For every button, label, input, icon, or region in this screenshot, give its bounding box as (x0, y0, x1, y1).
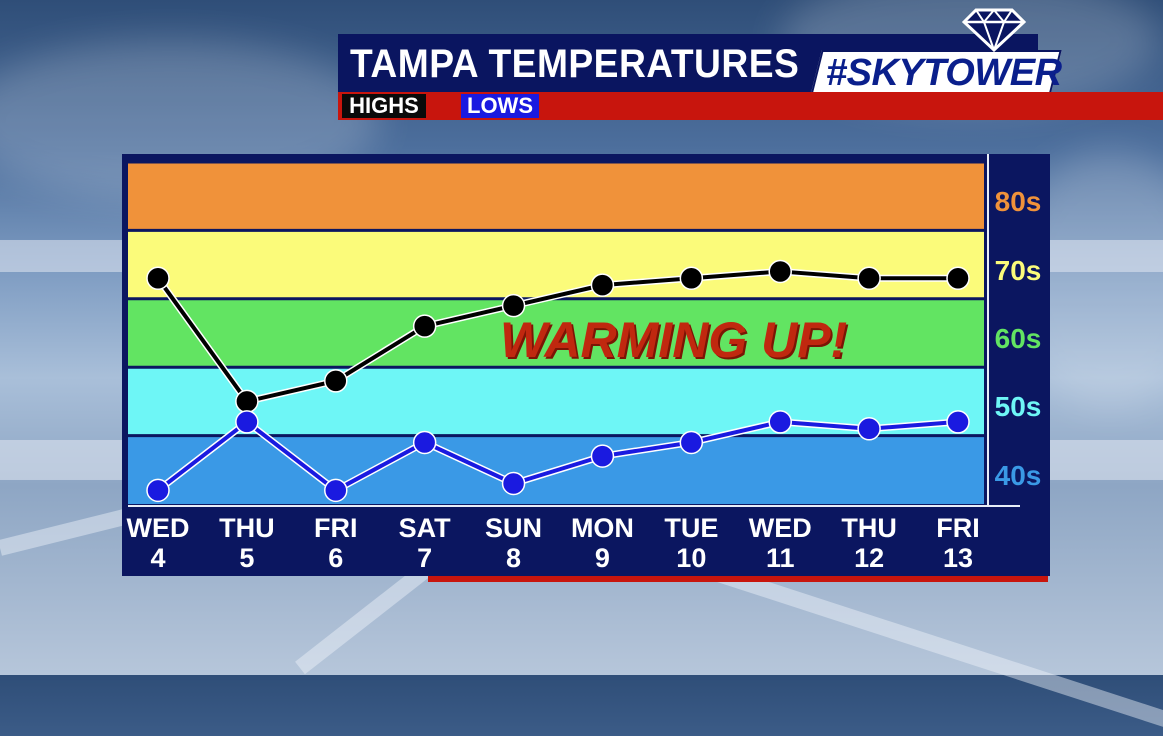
x-tick-date: 9 (594, 543, 610, 573)
highs-point (324, 369, 348, 393)
x-tick-day: SUN (485, 513, 543, 543)
x-tick-date: 13 (942, 543, 974, 573)
warming-up-annotation: WARMING UP! (500, 312, 848, 368)
background-stripe (697, 560, 1163, 736)
highs-point (146, 266, 170, 291)
diamond-logo-icon (961, 8, 1027, 52)
lows-point (768, 410, 792, 434)
x-tick-date: 7 (417, 543, 433, 573)
x-tick-date: 4 (150, 543, 166, 573)
highs-point (679, 266, 704, 291)
lows-point (946, 410, 970, 434)
highs-point (857, 266, 881, 291)
legend-highs: HIGHS (342, 94, 426, 118)
band-70s (128, 230, 984, 299)
x-tick-day: THU (841, 513, 897, 543)
x-tick-date: 5 (239, 543, 255, 573)
band-80s (128, 162, 984, 231)
lows-point (324, 478, 348, 503)
highs-point (412, 314, 437, 338)
band-label-50s: 50s (994, 391, 1042, 423)
legend-lows: LOWS (461, 94, 539, 118)
band-label-80s: 80s (994, 186, 1042, 218)
highs-point (590, 273, 615, 297)
highs-point (946, 266, 970, 291)
highs-point (235, 389, 259, 414)
lows-point (412, 430, 437, 455)
x-tick-day: MON (570, 513, 634, 543)
x-tick-date: 11 (765, 543, 795, 573)
x-tick-day: SAT (398, 513, 451, 543)
x-tick-day: WED (126, 513, 190, 543)
x-tick-date: 10 (676, 543, 707, 573)
chart-title: TAMPA TEMPERATURES (350, 42, 800, 86)
x-tick-day: WED (748, 513, 812, 543)
lows-point (146, 478, 170, 503)
x-tick-date: 12 (854, 543, 885, 573)
highs-point (501, 293, 526, 318)
lows-point (501, 471, 526, 496)
highs-line (156, 269, 958, 404)
lows-point (679, 430, 704, 455)
band-60s (128, 298, 984, 368)
lows-point (590, 444, 615, 468)
highs-point (768, 259, 792, 284)
x-tick-day: THU (219, 513, 275, 543)
x-tick-day: FRI (936, 513, 980, 543)
band-label-70s: 70s (994, 254, 1042, 286)
x-tick-date: 6 (328, 543, 344, 573)
x-tick-date: 8 (506, 543, 522, 573)
lows-point (857, 417, 881, 441)
band-label-60s: 60s (994, 323, 1042, 354)
red-underline (428, 576, 1048, 582)
x-tick-day: FRI (314, 513, 358, 543)
brand-text: #SKYTOWER (826, 52, 1062, 94)
band-label-40s: 40s (994, 459, 1042, 491)
x-tick-day: TUE (664, 513, 719, 543)
temperature-chart (128, 154, 1020, 507)
lows-line (156, 419, 959, 493)
lows-point (235, 410, 259, 434)
